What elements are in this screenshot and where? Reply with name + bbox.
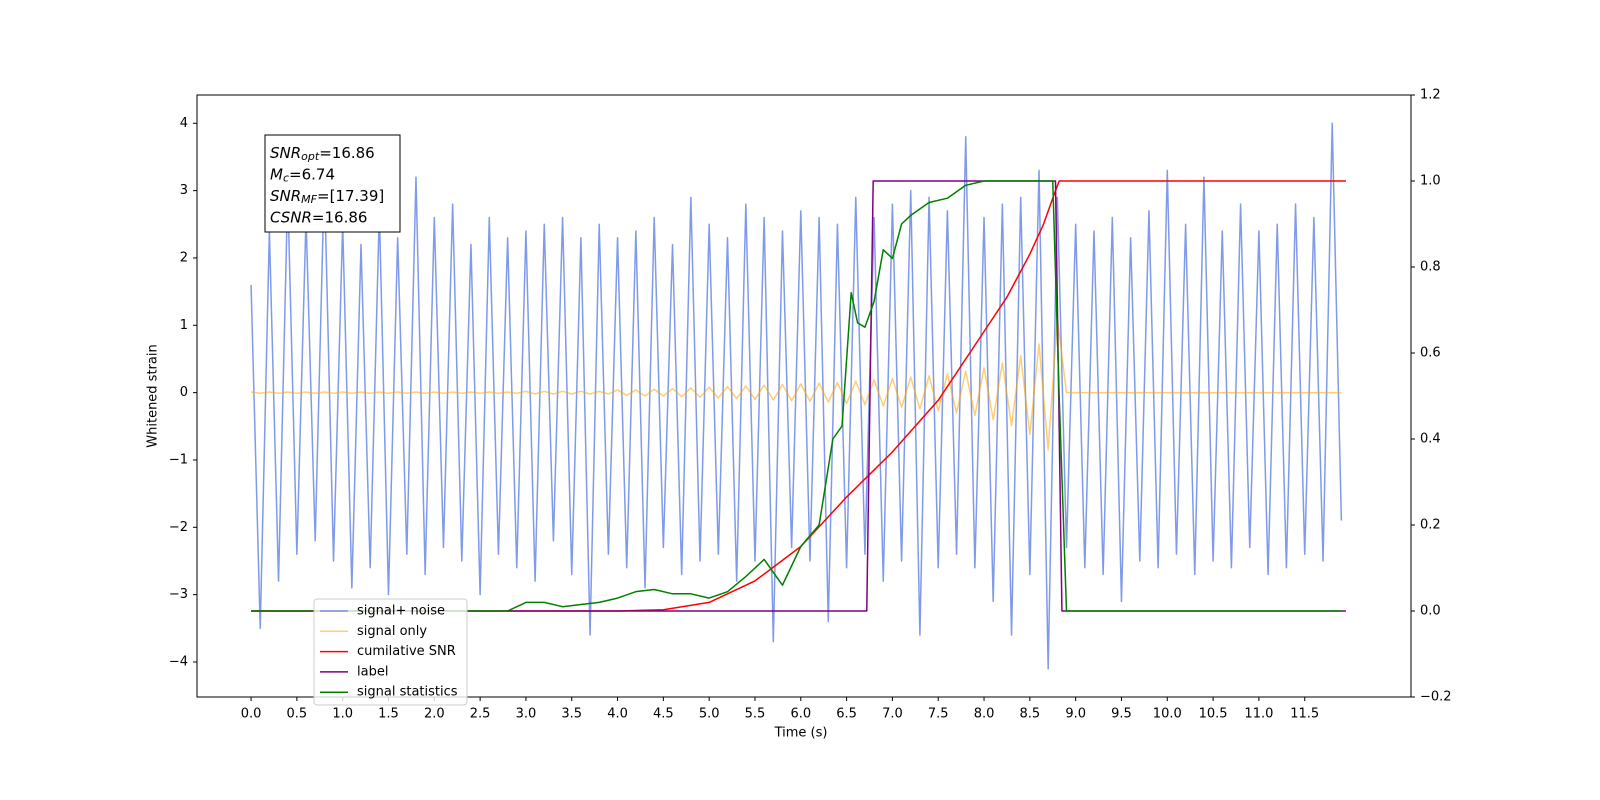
x-tick-label: 0.5 <box>287 707 308 722</box>
y-tick-label: 2 <box>180 250 188 265</box>
legend-label: signal+ noise <box>357 604 445 619</box>
x-axis-label: Time (s) <box>774 726 828 741</box>
axes-frame <box>196 94 1412 698</box>
x-tick-label: 7.5 <box>928 707 949 722</box>
x-tick-label: 3.5 <box>561 707 582 722</box>
annotation-value: =[17.39] <box>317 187 384 205</box>
annotation-value: =16.86 <box>319 144 375 162</box>
x-tick-label: 4.0 <box>607 707 628 722</box>
annotation-line: SNRopt=16.86 <box>270 144 375 164</box>
annotation-symbol: CSNR <box>270 208 312 226</box>
legend-label: signal statistics <box>357 685 458 700</box>
y2-tick-label: 0.8 <box>1420 260 1441 275</box>
legend-label: cumilative SNR <box>357 644 456 659</box>
x-tick-label: 11.5 <box>1290 707 1319 722</box>
y2-tick-label: 0.2 <box>1420 518 1441 533</box>
x-tick-label: 5.0 <box>699 707 720 722</box>
y-tick-label: −3 <box>169 587 188 602</box>
y-axis-label: Whitened strain <box>146 344 161 447</box>
x-tick-label: 1.0 <box>332 707 353 722</box>
annotation-line: SNRMF=[17.39] <box>270 187 384 207</box>
x-tick-label: 9.5 <box>1111 707 1132 722</box>
x-tick-label: 11.0 <box>1244 707 1273 722</box>
x-tick-label: 1.5 <box>378 707 399 722</box>
y2-tick-label: 1.2 <box>1420 88 1441 103</box>
y-tick-label: −4 <box>169 654 188 669</box>
x-tick-label: 0.0 <box>241 707 262 722</box>
plot-area <box>250 122 1346 670</box>
annotation-value: =16.86 <box>312 208 368 226</box>
y2-tick-label: 1.0 <box>1420 174 1441 189</box>
series-line <box>251 180 1342 612</box>
y2-tick-label: 0.6 <box>1420 346 1441 361</box>
y-tick-label: −2 <box>169 520 188 535</box>
annotation-symbol: M <box>270 165 283 183</box>
y-tick-label: 4 <box>180 116 188 131</box>
series-line <box>251 180 1346 612</box>
legend-label: signal only <box>357 624 427 639</box>
annotation-value: =6.74 <box>289 165 335 183</box>
legend-label: label <box>357 664 388 679</box>
legend-box <box>313 598 468 706</box>
series-line <box>250 122 1343 670</box>
annotation-subscript: c <box>283 172 289 185</box>
x-tick-label: 6.0 <box>790 707 811 722</box>
x-tick-label: 8.5 <box>1020 707 1041 722</box>
y2-tick-label: 0.0 <box>1420 604 1441 619</box>
x-tick-label: 4.5 <box>653 707 674 722</box>
x-tick-label: 7.0 <box>882 707 903 722</box>
x-tick-label: 6.5 <box>836 707 857 722</box>
x-tick-label: 5.5 <box>745 707 766 722</box>
annotation-symbol: SNR <box>270 187 301 205</box>
annotation-line: Mc=6.74 <box>270 165 335 185</box>
x-tick-label: 10.5 <box>1199 707 1228 722</box>
series-line <box>251 180 1346 612</box>
y-tick-label: 1 <box>180 318 188 333</box>
annotation-box <box>264 134 401 233</box>
x-tick-label: 3.0 <box>516 707 537 722</box>
annotation-subscript: MF <box>301 193 317 206</box>
annotation-symbol: SNR <box>270 144 301 162</box>
x-tick-label: 8.0 <box>974 707 995 722</box>
x-tick-label: 2.0 <box>424 707 445 722</box>
y-tick-label: 3 <box>180 183 188 198</box>
annotation-subscript: opt <box>301 150 320 163</box>
series-line <box>250 317 1342 451</box>
y2-tick-label: 0.4 <box>1420 432 1441 447</box>
annotation-line: CSNR=16.86 <box>270 208 367 226</box>
x-tick-label: 9.0 <box>1065 707 1086 722</box>
x-tick-label: 10.0 <box>1153 707 1182 722</box>
y2-tick-label: −0.2 <box>1420 690 1452 705</box>
y-tick-label: −1 <box>169 452 188 467</box>
y-tick-label: 0 <box>180 385 188 400</box>
x-tick-label: 2.5 <box>470 707 491 722</box>
